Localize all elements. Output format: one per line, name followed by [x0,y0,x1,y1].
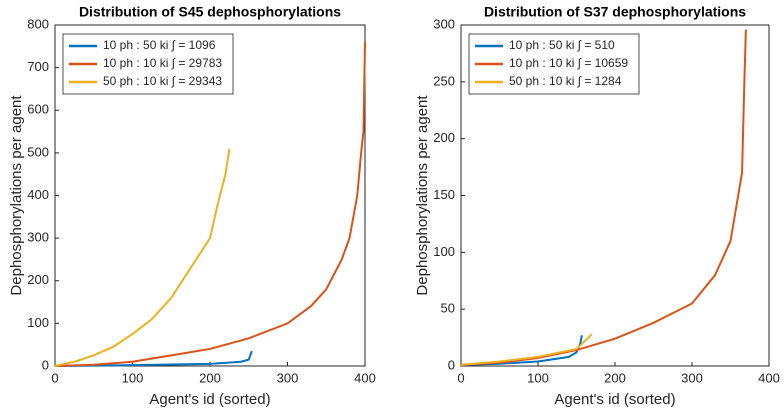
y-tick-label: 50 [441,301,455,316]
legend-label: 10 ph : 50 ki ∫ = 510 [509,38,615,52]
y-tick-label: 600 [27,102,49,117]
legend-label: 50 ph : 10 ki ∫ = 1284 [509,74,622,88]
legend-label: 50 ph : 10 ki ∫ = 29343 [103,74,222,88]
data-line [460,335,583,366]
x-tick-label: 400 [758,370,780,385]
data-line [54,350,253,367]
x-tick-label: 200 [199,370,221,385]
data-line [460,333,593,366]
x-tick-label: 100 [527,370,549,385]
x-tick-label: 0 [457,370,464,385]
legend-label: 10 ph : 50 ki ∫ = 1096 [103,38,216,52]
y-tick-label: 300 [27,230,49,245]
legend-box [468,33,640,95]
y-tick-label: 500 [27,144,49,159]
x-axis-label: Agent's id (sorted) [149,391,270,408]
y-tick-label: 0 [448,357,455,372]
chart-title: Distribution of S37 dephosphorylations [484,4,746,20]
x-tick-label: 0 [51,370,58,385]
y-tick-label: 300 [433,16,455,31]
x-tick-label: 300 [681,370,703,385]
y-tick-label: 100 [433,244,455,259]
legend-label: 10 ph : 10 ki ∫ = 29783 [103,56,222,70]
y-tick-label: 400 [27,187,49,202]
x-tick-label: 200 [604,370,626,385]
y-axis-label: Dephosphorylations per agent [414,95,431,296]
y-tick-label: 700 [27,59,49,74]
data-line [54,148,231,367]
axes-box [54,24,366,367]
data-line [460,29,747,366]
data-line [54,42,366,367]
y-tick-label: 250 [433,73,455,88]
y-tick-label: 100 [27,315,49,330]
x-tick-label: 100 [122,370,144,385]
y-axis-label: Dephosphorylations per agent [8,95,25,296]
y-tick-label: 0 [42,357,49,372]
y-tick-label: 800 [27,16,49,31]
x-tick-label: 400 [354,370,376,385]
y-tick-label: 200 [433,130,455,145]
y-tick-label: 150 [433,187,455,202]
axes-box [460,24,770,367]
y-tick-label: 200 [27,272,49,287]
chart-title: Distribution of S45 dephosphorylations [79,4,341,20]
x-tick-label: 300 [277,370,299,385]
x-axis-label: Agent's id (sorted) [554,391,675,408]
legend-label: 10 ph : 10 ki ∫ = 10659 [509,56,628,70]
